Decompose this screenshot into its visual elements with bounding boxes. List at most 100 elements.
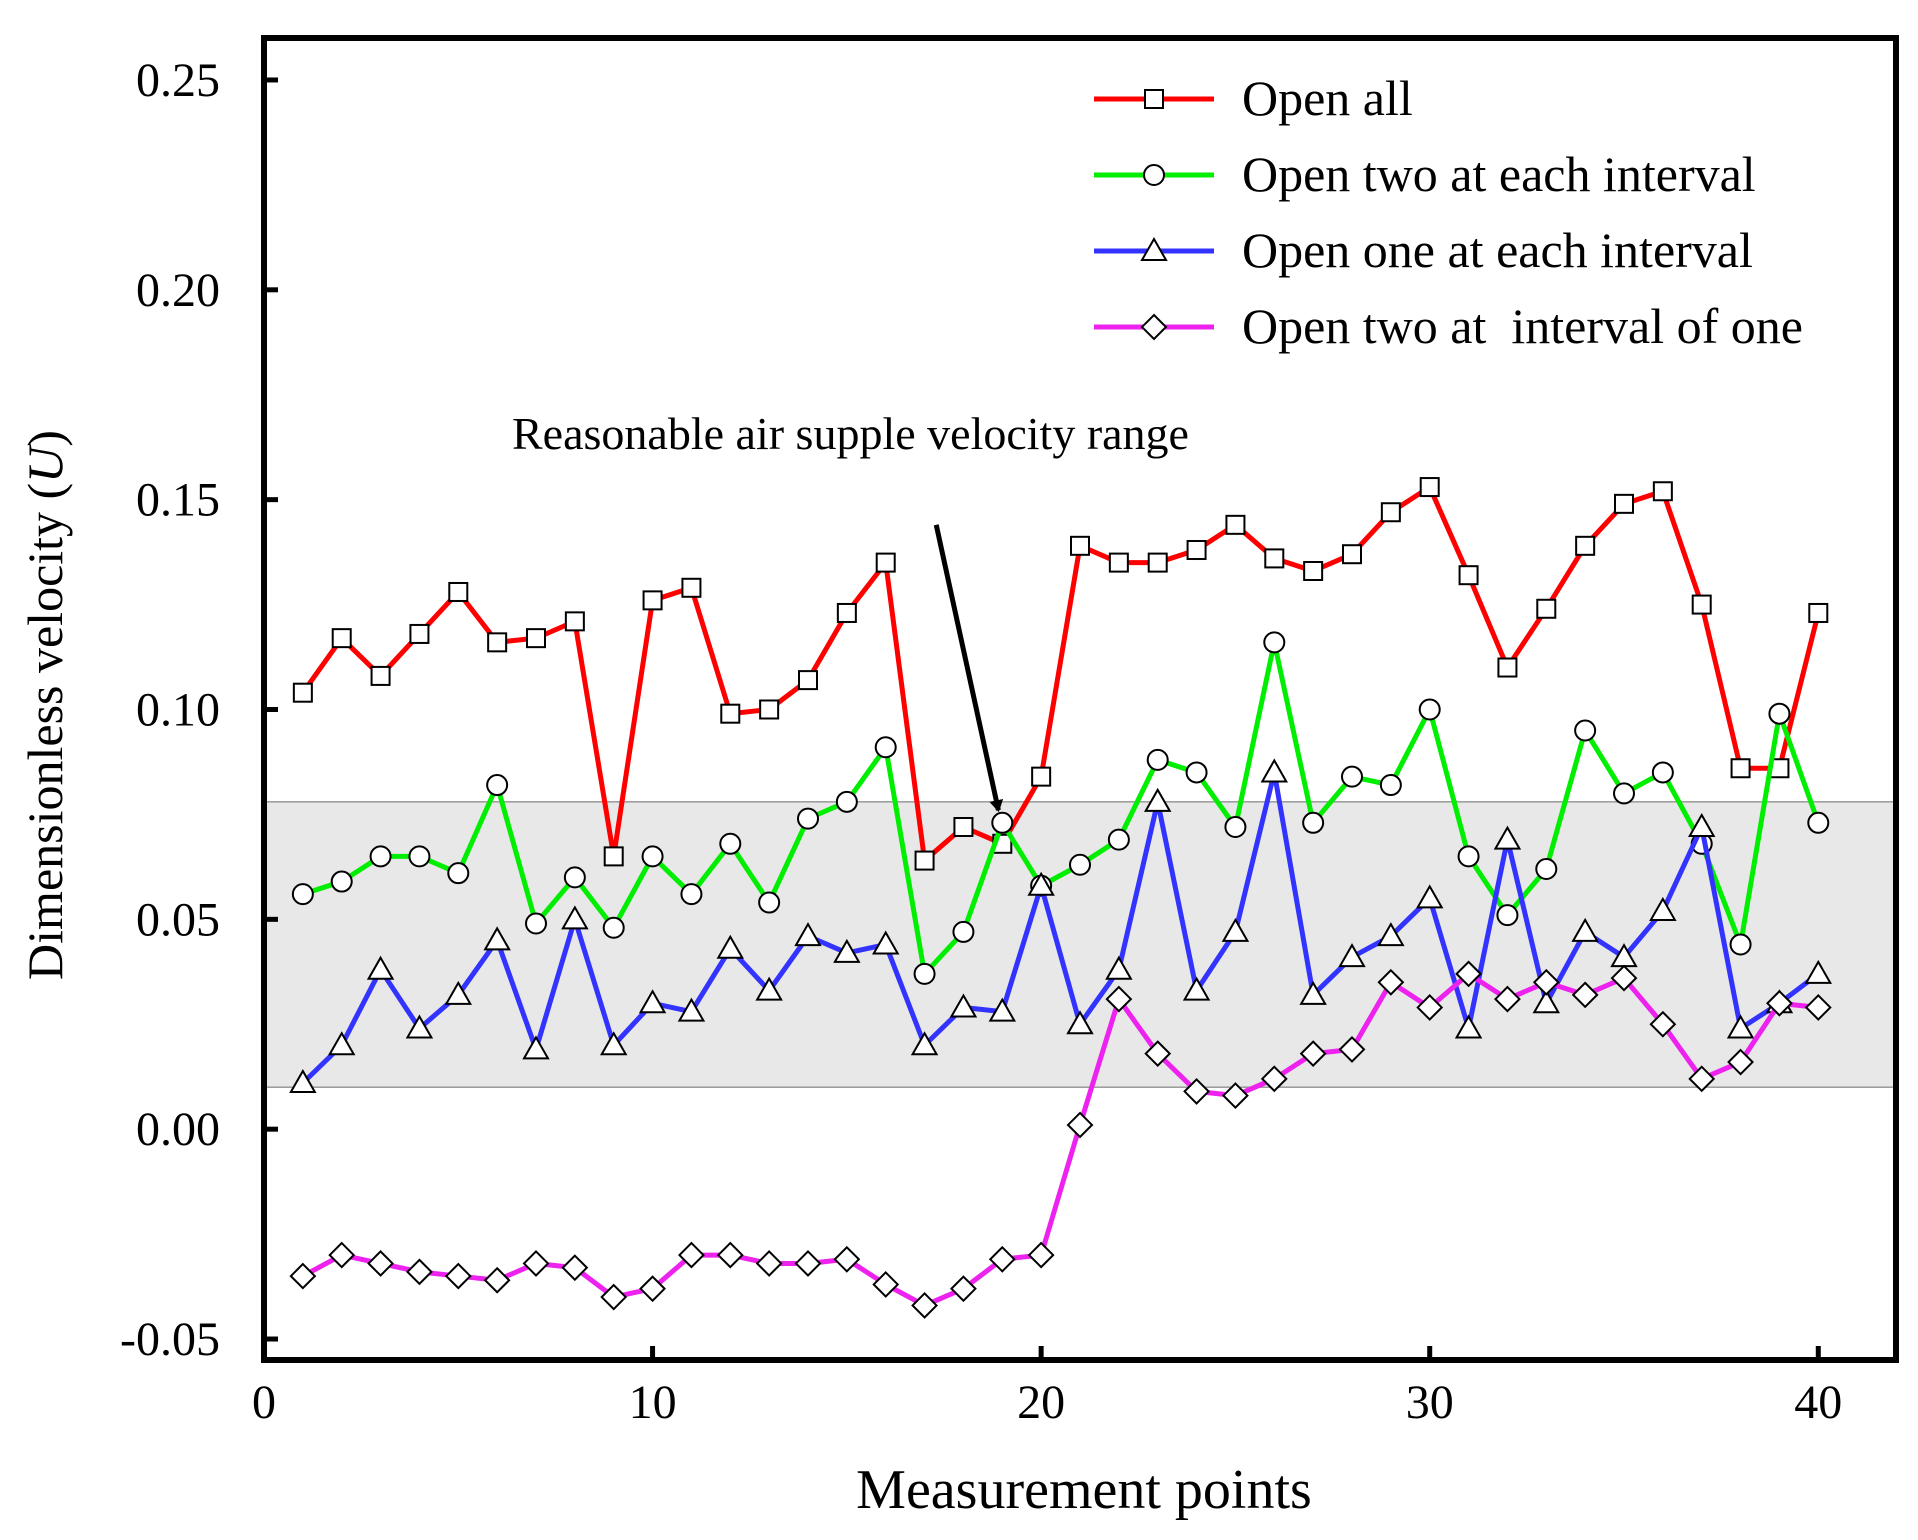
data-point-s3-23 [1143,787,1172,812]
data-point-s2-3 [369,845,392,868]
data-point-s2-30 [1418,698,1441,721]
data-point-s3-9 [599,1031,628,1056]
data-point-s1-20 [1031,766,1052,787]
y-tick-label: 0.00 [136,1103,220,1156]
data-point-s1-13 [759,699,780,720]
data-point-s1-31 [1458,565,1479,586]
data-point-s4-39 [1766,989,1793,1017]
data-point-s4-21 [1066,1111,1094,1139]
data-point-s2-40 [1807,811,1830,834]
legend-label: Open one at each interval [1242,222,1753,278]
data-point-s2-16 [874,736,897,759]
data-point-s4-16 [872,1271,900,1298]
data-point-s1-3 [370,665,391,686]
data-point-s3-1 [289,1068,317,1094]
series-4 [289,960,1832,1319]
data-point-s1-34 [1575,535,1596,556]
data-point-s4-23 [1144,1040,1172,1068]
data-point-s4-20 [1027,1241,1055,1269]
data-point-s2-25 [1224,816,1247,839]
legend-item-1: Open all [1094,70,1413,126]
data-point-s2-28 [1341,765,1363,788]
data-point-s4-24 [1183,1077,1210,1105]
legend-label: Open two at each interval [1242,146,1756,202]
data-point-s1-33 [1536,598,1557,619]
series-3 [289,758,1833,1094]
data-point-s3-27 [1299,980,1327,1005]
y-tick-label: 0.10 [136,683,220,736]
data-point-s4-18 [950,1275,977,1303]
legend-item-4: Open two at interval of one [1094,298,1803,354]
data-point-s2-5 [447,862,470,885]
data-point-s4-2 [328,1241,356,1269]
y-tick-label: 0.25 [136,54,220,107]
data-point-s3-6 [483,926,511,951]
data-point-s3-10 [638,989,667,1014]
data-point-s1-17 [914,850,935,871]
data-point-s2-11 [680,883,703,906]
data-point-s4-6 [483,1266,511,1294]
data-point-s2-4 [408,845,431,868]
data-point-s3-32 [1493,825,1522,850]
data-point-s4-15 [833,1245,861,1273]
data-point-s1-26 [1264,548,1285,569]
data-point-s3-26 [1260,758,1289,783]
legend-item-3: Open one at each interval [1094,222,1753,278]
series-1 [292,477,1829,871]
data-point-s4-7 [522,1250,550,1277]
data-point-s4-19 [988,1245,1016,1273]
data-point-s1-23 [1147,552,1168,573]
data-point-s4-13 [755,1250,783,1277]
data-point-s3-11 [677,997,706,1022]
data-point-s2-21 [1069,853,1091,876]
annotation-label: Reasonable air supple velocity range [512,408,1189,459]
data-point-s3-30 [1415,884,1444,909]
data-point-s2-26 [1263,631,1286,654]
data-point-s1-10 [642,590,663,611]
data-point-s4-31 [1455,960,1482,988]
series-line-4 [301,971,1819,1308]
data-point-s4-12 [716,1241,744,1269]
data-point-s4-30 [1416,994,1444,1021]
data-point-s2-33 [1535,857,1558,880]
data-point-s4-40 [1804,994,1832,1021]
annotation-arrow [933,524,1004,813]
data-point-s3-34 [1571,917,1599,942]
data-point-s4-11 [678,1241,705,1269]
data-point-s3-37 [1687,812,1716,838]
series-line-3 [301,769,1820,1085]
data-point-s2-1 [291,883,314,906]
data-point-s3-25 [1221,917,1250,942]
data-point-s2-15 [835,790,858,813]
reasonable-range-band [263,801,1897,1088]
data-point-s2-39 [1768,702,1791,725]
series-line-2 [302,639,1821,977]
data-point-s2-24 [1185,761,1208,784]
data-point-s1-22 [1108,552,1129,573]
data-point-s2-10 [641,845,664,868]
data-point-s3-12 [716,934,745,959]
data-point-s1-12 [720,703,741,724]
data-point-s3-5 [444,980,473,1005]
data-point-s3-13 [755,976,783,1001]
data-point-s2-8 [563,866,586,889]
data-point-s2-18 [952,920,975,943]
x-tick-label: 0 [252,1376,276,1429]
data-point-s2-27 [1302,811,1325,834]
data-point-s1-4 [409,623,430,644]
data-point-s4-10 [639,1275,666,1303]
y-axis-title: Dimensionless velocity (U) [17,430,73,980]
data-point-s1-28 [1342,544,1362,565]
data-point-s2-12 [719,832,742,855]
data-point-s4-28 [1338,1036,1366,1063]
data-point-s2-34 [1574,719,1597,742]
y-tick-label: 0.20 [136,264,220,317]
data-point-s4-32 [1494,985,1521,1013]
y-axis-title-symbol: U [17,444,73,483]
data-point-s1-15 [836,602,857,623]
data-point-s3-24 [1182,976,1211,1001]
data-point-s4-1 [289,1262,317,1290]
data-point-s4-14 [794,1250,822,1277]
data-point-s2-23 [1146,748,1169,771]
